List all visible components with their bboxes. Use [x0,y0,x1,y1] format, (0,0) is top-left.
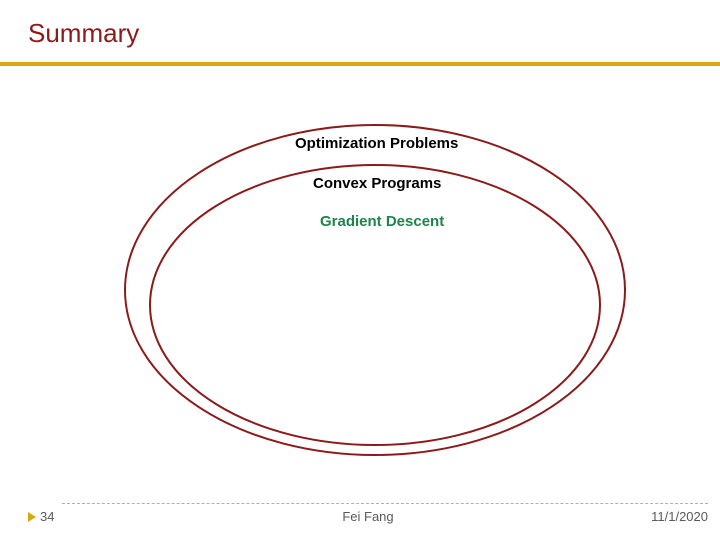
footer-divider [62,503,708,504]
slide: Summary Optimization Problems Convex Pro… [0,0,720,540]
label-outer: Optimization Problems [295,135,458,152]
footer-date: 11/1/2020 [651,509,708,524]
venn-diagram [0,0,720,540]
page-marker-icon [28,512,36,522]
footer: 34 Fei Fang 11/1/2020 [28,504,708,524]
page-number: 34 [40,509,54,524]
footer-author: Fei Fang [342,509,393,524]
inner-ellipse [150,165,600,445]
label-method: Gradient Descent [320,213,444,230]
label-inner: Convex Programs [313,175,441,192]
